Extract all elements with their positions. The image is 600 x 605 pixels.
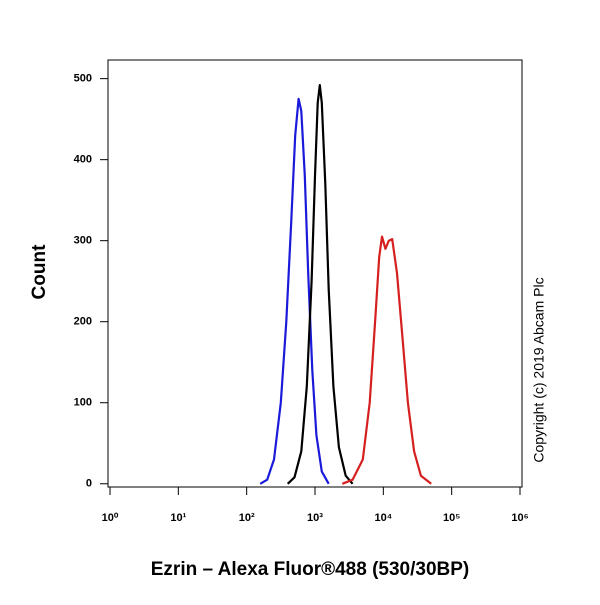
series-line [286,84,354,485]
y-tick-label: 200 [74,316,92,328]
x-tick-label: 10⁰ [102,512,119,524]
y-tick-label: 500 [74,73,92,85]
x-tick-label: 10⁶ [511,512,528,524]
y-axis-label: Count [29,244,50,300]
x-tick-label: 10⁴ [374,512,392,524]
y-tick-label: 100 [74,397,92,409]
y-tick-label: 400 [74,154,92,166]
x-axis-label: Ezrin – Alexa Fluor®488 (530/30BP) [151,559,469,580]
copyright: Copyright (c) 2019 Abcam Plc [531,277,547,462]
y-tick-label: 300 [74,235,92,247]
x-tick-label: 10⁵ [443,512,460,524]
series-line [341,235,432,485]
y-tick-label: 0 [86,478,92,490]
x-tick-label: 10² [239,512,255,524]
series-line [259,97,330,485]
x-tick-label: 10³ [307,512,323,524]
x-tick-label: 10¹ [170,512,186,524]
